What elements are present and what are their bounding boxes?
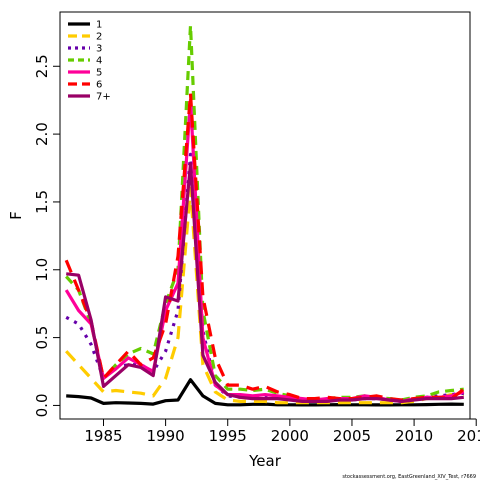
- y-axis-title: F: [7, 211, 25, 220]
- legend-label-4: 4: [96, 56, 102, 67]
- y-axis: 0.0 0.5 1.0 1.5 2.0 2.5: [33, 54, 61, 418]
- x-axis: 1985 1990 1995 2000 2005 2010 2015: [84, 418, 480, 445]
- y-tick-label: 2.0: [33, 122, 51, 146]
- x-tick-label: 2010: [395, 427, 433, 445]
- x-tick-label: 1990: [147, 427, 185, 445]
- legend-label-6: 6: [96, 80, 102, 91]
- series-line-1: [66, 378, 464, 407]
- series-lines: [64, 24, 465, 407]
- y-tick-label: 2.5: [33, 54, 51, 78]
- legend-label-3: 3: [96, 44, 102, 55]
- y-tick-label: 0.0: [33, 394, 51, 418]
- x-tick-label: 1995: [209, 427, 247, 445]
- series-line-7+: [66, 162, 464, 403]
- x-tick-label: 2005: [333, 427, 371, 445]
- legend-label-2: 2: [96, 32, 102, 43]
- series-line-6: [64, 91, 465, 402]
- legend-label-5: 5: [96, 68, 102, 79]
- series-line-2: [65, 186, 464, 405]
- y-tick-label: 0.5: [33, 326, 51, 350]
- series-line-4: [65, 24, 464, 402]
- series-line-3: [65, 152, 464, 403]
- x-axis-title: Year: [248, 452, 282, 470]
- y-tick-label: 1.0: [33, 258, 51, 282]
- x-tick-label: 2000: [271, 427, 309, 445]
- x-tick-label: 1985: [84, 427, 122, 445]
- footnote: stockassessment.org, EastGreenland_XIV_T…: [342, 474, 476, 480]
- legend-label-7+: 7+: [96, 92, 111, 103]
- legend-label-1: 1: [96, 20, 102, 31]
- y-tick-label: 1.5: [33, 190, 51, 214]
- x-tick-label: 2015: [457, 427, 480, 445]
